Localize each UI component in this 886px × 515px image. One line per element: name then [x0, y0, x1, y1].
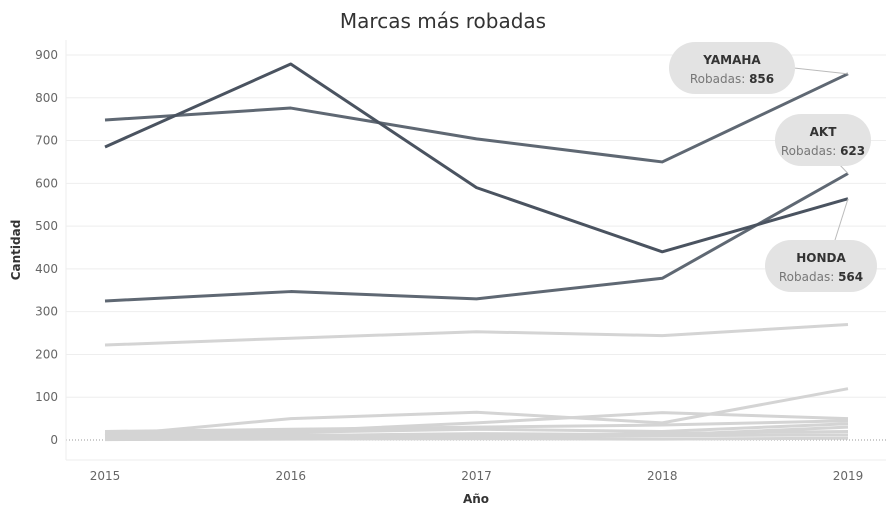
annotation-name: HONDA	[796, 251, 846, 265]
annotation-name: YAMAHA	[702, 53, 761, 67]
x-tick-label: 2019	[833, 469, 864, 483]
x-axis-title: Año	[463, 492, 489, 506]
y-tick-label: 700	[35, 134, 58, 148]
y-axis: 0 100 200 300 400 500 600 700 800 900	[35, 48, 58, 447]
y-tick-label: 300	[35, 305, 58, 319]
x-axis: 2015 2016 2017 2018 2019	[90, 469, 864, 483]
y-tick-label: 800	[35, 91, 58, 105]
y-tick-label: 400	[35, 262, 58, 276]
series-line-other	[104, 323, 849, 347]
annotation-value: Robadas: 564	[779, 270, 863, 284]
series-line-yamaha	[104, 72, 849, 164]
y-tick-label: 0	[50, 433, 58, 447]
series-line-other	[104, 387, 849, 438]
annotation-name: AKT	[810, 125, 838, 139]
y-tick-label: 100	[35, 390, 58, 404]
y-tick-label: 900	[35, 48, 58, 62]
annotation-akt: AKT Robadas: 623	[775, 114, 871, 174]
muted-series	[104, 323, 849, 442]
annotation-leader	[793, 67, 849, 75]
annotation-bubble	[765, 240, 877, 292]
annotations: YAMAHA Robadas: 856 AKT Robadas: 623 HONDA Ro…	[669, 42, 877, 292]
highlighted-series	[104, 62, 849, 303]
chart-title: Marcas más robadas	[340, 9, 546, 33]
annotation-value: Robadas: 623	[781, 144, 865, 158]
y-tick-label: 200	[35, 347, 58, 361]
annotation-bubble	[775, 114, 871, 166]
annotation-value: Robadas: 856	[690, 72, 774, 86]
x-tick-label: 2017	[461, 469, 492, 483]
y-axis-title: Cantidad	[9, 220, 23, 281]
x-tick-label: 2018	[647, 469, 678, 483]
x-tick-label: 2016	[275, 469, 306, 483]
grid-lines	[65, 40, 886, 461]
series-line-honda	[104, 62, 849, 254]
annotation-yamaha: YAMAHA Robadas: 856	[669, 42, 849, 94]
y-tick-label: 600	[35, 176, 58, 190]
annotation-honda: HONDA Robadas: 564	[765, 198, 877, 292]
series-line-other	[104, 419, 849, 433]
annotation-bubble	[669, 42, 795, 94]
y-tick-label: 500	[35, 219, 58, 233]
series-line-other	[104, 422, 849, 437]
annotation-leader	[834, 198, 849, 241]
series-line-other	[104, 436, 849, 442]
series-line-akt	[104, 172, 849, 303]
x-tick-label: 2015	[90, 469, 121, 483]
